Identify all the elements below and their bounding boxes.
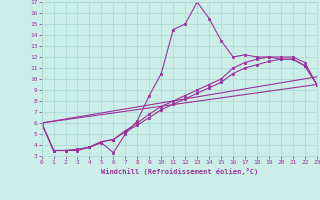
X-axis label: Windchill (Refroidissement éolien,°C): Windchill (Refroidissement éolien,°C) xyxy=(100,168,258,175)
